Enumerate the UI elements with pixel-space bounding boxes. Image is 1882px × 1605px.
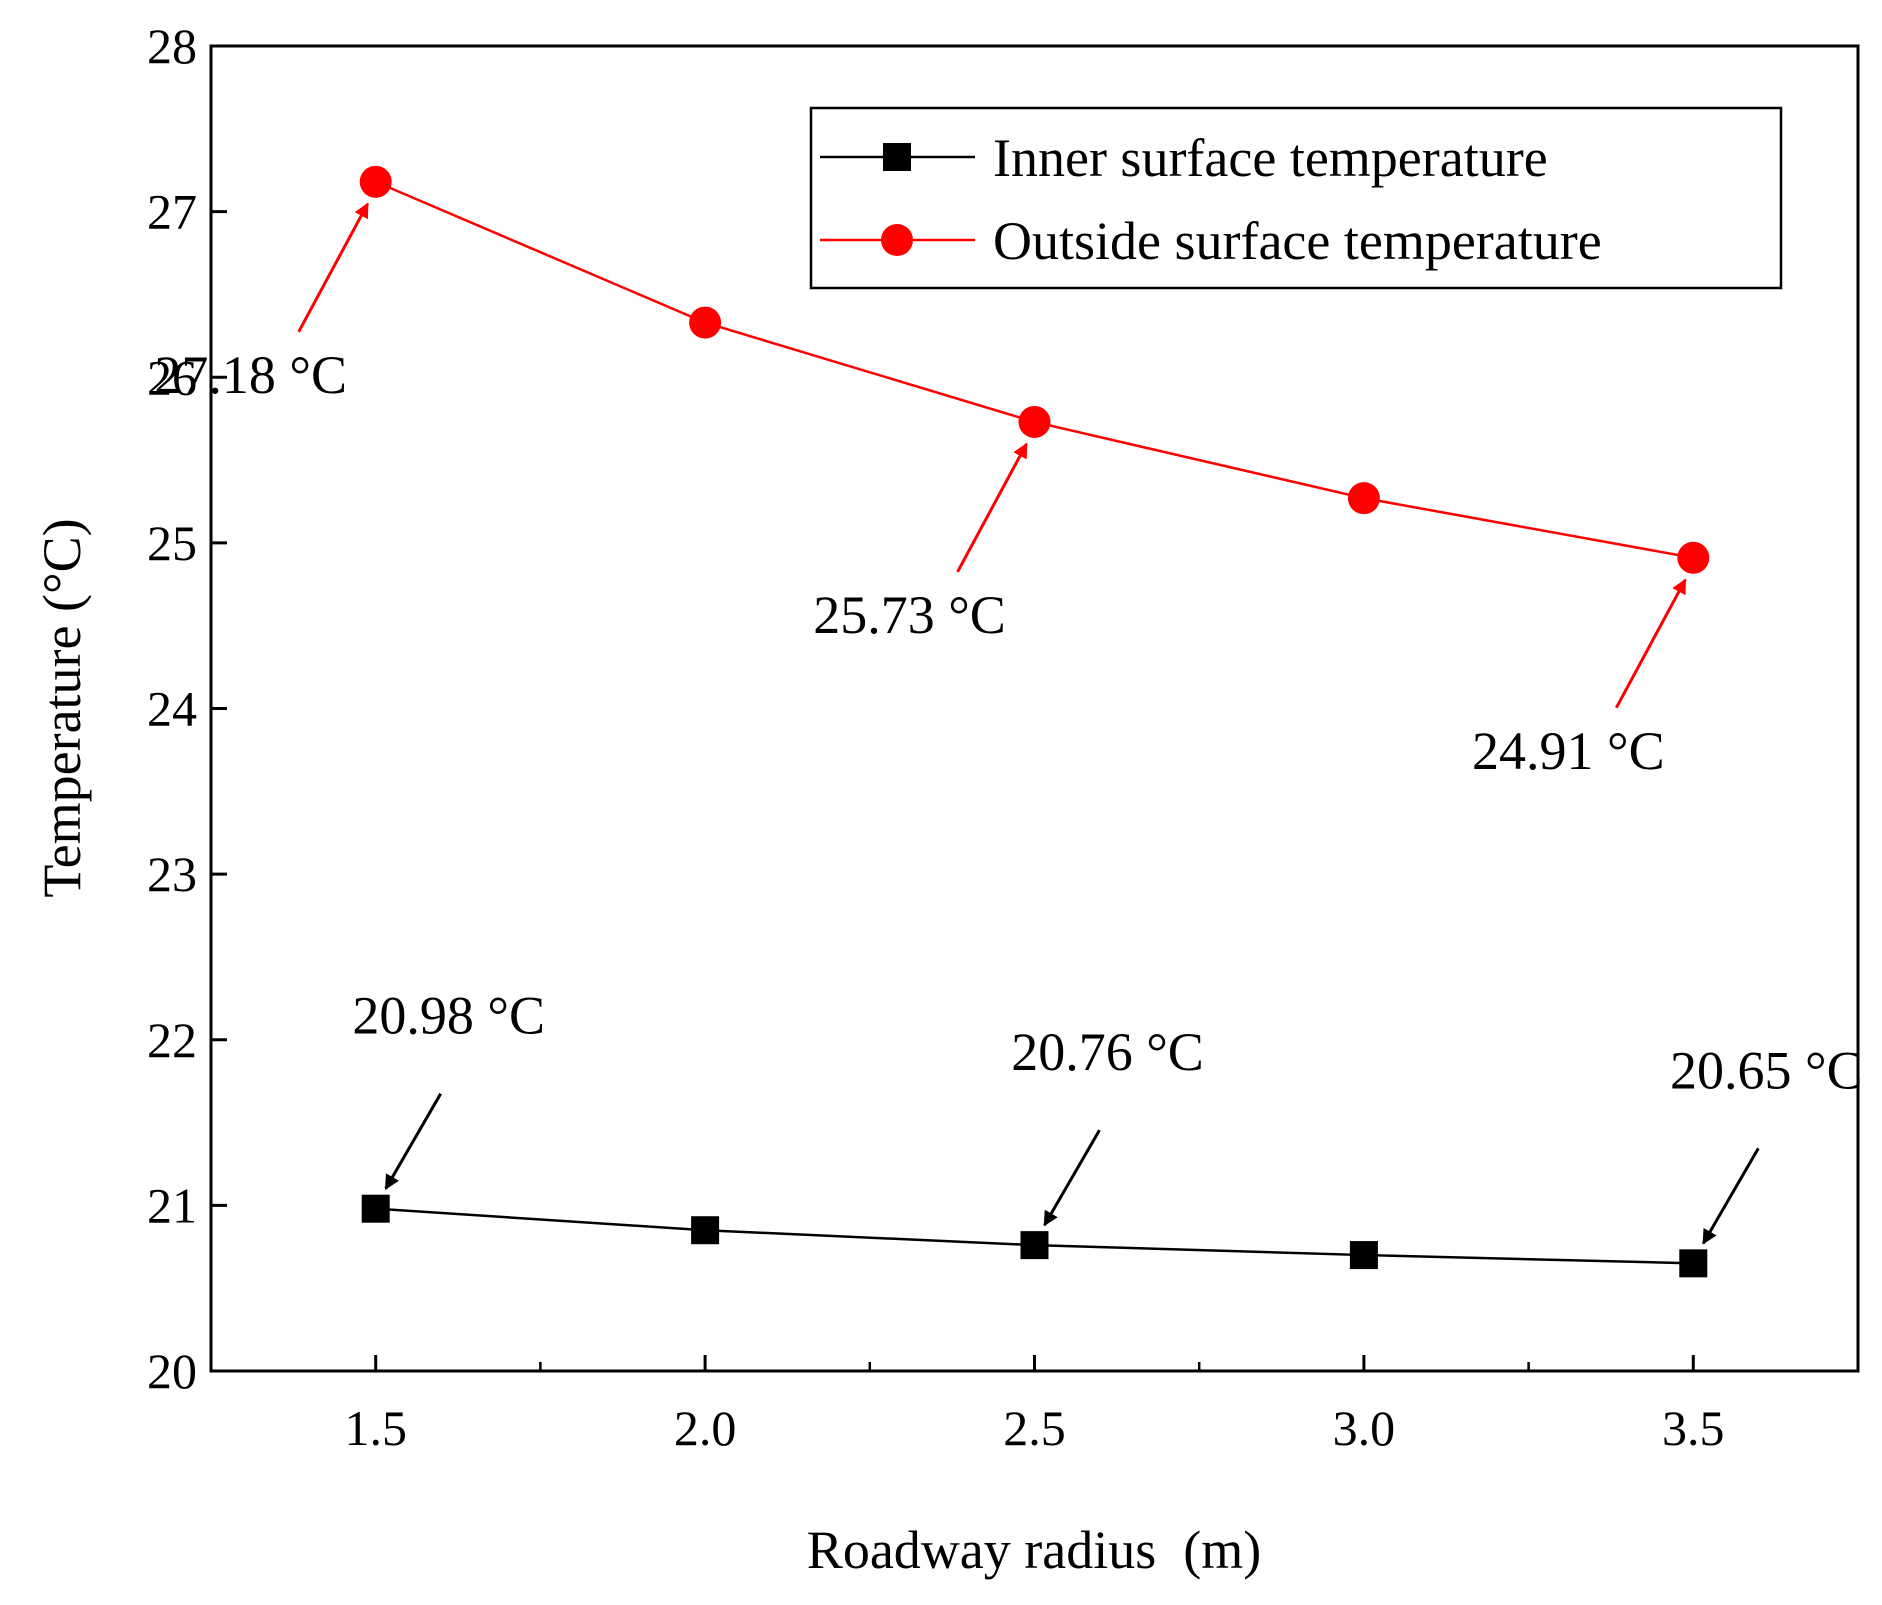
- inner-data-point: [1020, 1231, 1049, 1260]
- y-tick-label: 24: [147, 681, 197, 737]
- annotation-arrow: [1043, 1129, 1101, 1227]
- legend-marker-inner: [883, 143, 911, 171]
- x-axis: 1.5 2.0 2.5 3.0 3.5: [344, 1355, 1725, 1456]
- annotation-label: 27.18 °C: [154, 345, 347, 405]
- y-axis: 20 21 22 23 24 25 26 27 28: [147, 18, 227, 1399]
- x-tick-label: 2.5: [1003, 1400, 1066, 1456]
- x-axis-title: Roadway radius (m): [807, 1520, 1261, 1580]
- annotation-arrow: [384, 1092, 442, 1190]
- x-tick-label: 1.5: [344, 1400, 407, 1456]
- y-tick-label: 23: [147, 846, 197, 902]
- y-tick-label: 25: [147, 515, 197, 571]
- inner-data-point: [1349, 1241, 1378, 1270]
- annotation-arrow: [1702, 1147, 1760, 1245]
- y-tick-label: 22: [147, 1012, 197, 1068]
- annotation-layer: 27.18 °C 25.73 °C 24.91 °C 20.98 °C 20.76 °C…: [154, 202, 1863, 1245]
- annotation-label: 24.91 °C: [1472, 721, 1665, 781]
- series-layer: [359, 165, 1710, 1278]
- x-tick-label: 3.0: [1333, 1400, 1396, 1456]
- annotation-label: 20.76 °C: [1011, 1022, 1204, 1082]
- annotation-arrow: [956, 442, 1028, 573]
- legend-marker-outside: [881, 224, 913, 256]
- legend-box: [809, 106, 1783, 290]
- inner-data-point: [1679, 1249, 1708, 1278]
- y-tick-label: 27: [147, 184, 197, 240]
- annotation-label: 20.65 °C: [1670, 1040, 1863, 1100]
- legend: Inner surface temperature Outside surfac…: [809, 106, 1783, 290]
- annotation-arrow: [1614, 578, 1687, 709]
- y-tick-label: 21: [147, 1177, 197, 1233]
- legend-label-outside: Outside surface temperature: [993, 211, 1602, 271]
- outside-data-point: [1347, 482, 1380, 515]
- inner-data-point: [691, 1216, 720, 1245]
- outside-data-point: [689, 306, 722, 339]
- outside-data-point: [1677, 541, 1710, 574]
- legend-label-inner: Inner surface temperature: [993, 128, 1548, 188]
- y-tick-label: 26: [147, 349, 197, 405]
- y-axis-title: Temperature (°C): [32, 518, 92, 897]
- annotation-arrow: [297, 202, 370, 333]
- inner-data-point: [361, 1194, 390, 1223]
- y-tick-label: 28: [147, 18, 197, 74]
- y-tick-label: 20: [147, 1343, 197, 1399]
- x-tick-label: 3.5: [1662, 1400, 1725, 1456]
- outside-data-point: [359, 165, 392, 198]
- annotation-label: 25.73 °C: [813, 585, 1006, 645]
- annotation-label: 20.98 °C: [352, 986, 545, 1046]
- x-tick-label: 2.0: [674, 1400, 737, 1456]
- outside-data-point: [1018, 405, 1051, 438]
